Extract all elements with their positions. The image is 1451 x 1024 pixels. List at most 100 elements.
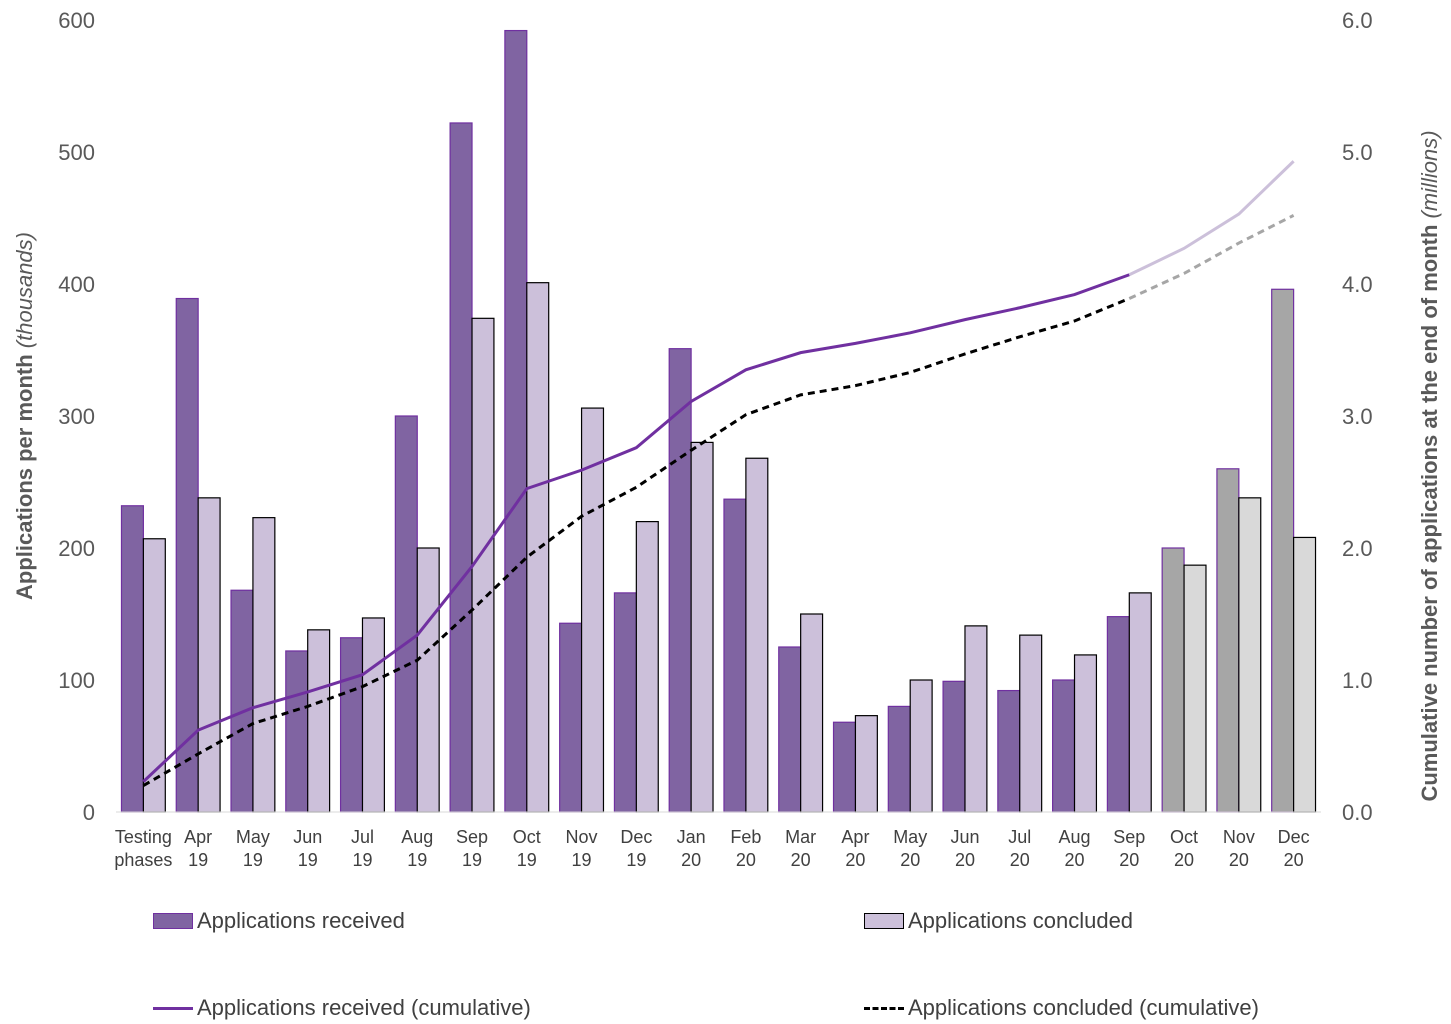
bar-received (230, 589, 254, 813)
bar-concluded (361, 617, 385, 813)
bar-concluded (800, 613, 824, 813)
y2-tick-label: 3.0 (1342, 404, 1373, 429)
legend-item-concluded-cumulative: Applications concluded (cumulative) (864, 995, 1259, 1021)
bar-concluded (1293, 536, 1317, 813)
bar-received (887, 705, 911, 813)
bar-received (942, 680, 966, 813)
bar-concluded (471, 317, 495, 813)
category-label: Apr 20 (841, 827, 869, 870)
bar-received (394, 415, 418, 813)
legend-swatch-received (153, 913, 193, 929)
bar-concluded (854, 715, 878, 813)
bar-received (1052, 679, 1076, 813)
bar-received (723, 498, 747, 813)
bar-concluded (416, 547, 440, 813)
left-axis-ticks: 0 100 200 300 400 500 600 (58, 8, 95, 825)
y2-tick-label: 4.0 (1342, 272, 1373, 297)
bar-received (778, 646, 802, 813)
category-label: Nov 19 (566, 827, 598, 870)
legend-swatch-received-cumulative (153, 1006, 193, 1010)
category-label: May 19 (236, 827, 270, 870)
category-label: Jan 20 (677, 827, 706, 870)
legend-item-received-cumulative: Applications received (cumulative) (153, 995, 531, 1021)
bar-received (339, 637, 364, 813)
bar-received (1271, 288, 1295, 813)
category-label: Sep 19 (456, 827, 488, 870)
legend-item-concluded: Applications concluded (864, 908, 1133, 934)
category-label: Apr 19 (184, 827, 212, 870)
y2-tick-label: 0.0 (1342, 800, 1373, 825)
y-tick-label: 0 (83, 800, 95, 825)
legend-swatch-concluded-cumulative (864, 1006, 904, 1010)
legend-swatch-concluded (864, 913, 904, 929)
bar-concluded (1128, 592, 1152, 813)
category-label: Sep 20 (1113, 827, 1145, 870)
category-label: Jul 19 (351, 827, 374, 870)
y2-tick-label: 1.0 (1342, 668, 1373, 693)
legend-label-received: Applications received (197, 908, 405, 933)
legend-label-received-cumulative: Applications received (cumulative) (197, 995, 531, 1020)
bar-received (559, 622, 583, 813)
bar-received (832, 721, 857, 813)
category-label: Oct 20 (1170, 827, 1198, 870)
y-tick-label: 400 (58, 272, 95, 297)
bars (120, 29, 1317, 813)
bar-received (449, 122, 473, 813)
y-tick-label: 300 (58, 404, 95, 429)
bar-concluded (635, 520, 659, 813)
line-received-cumulative (142, 273, 1130, 783)
bar-concluded (1019, 634, 1043, 813)
y2-tick-label: 6.0 (1342, 8, 1373, 33)
category-label: Feb 20 (730, 827, 761, 870)
bar-received (997, 689, 1021, 813)
bar-concluded (745, 457, 769, 813)
category-label: May 20 (893, 827, 927, 870)
category-label: Jun 19 (293, 827, 322, 870)
bar-received (1161, 547, 1185, 813)
y-tick-label: 600 (58, 8, 95, 33)
category-label: Jul 20 (1008, 827, 1031, 870)
legend-item-received: Applications received (153, 908, 405, 934)
y-tick-label: 500 (58, 140, 95, 165)
y-axis-title: Applications per month (thousands) (12, 232, 37, 600)
category-label: Dec 20 (1278, 827, 1310, 870)
bar-concluded (526, 282, 550, 813)
bar-concluded (1073, 654, 1098, 813)
legend-label-concluded-cumulative: Applications concluded (cumulative) (908, 995, 1259, 1020)
right-axis-ticks: 0.0 1.0 2.0 3.0 4.0 5.0 6.0 (1342, 8, 1373, 825)
line-received-cumulative-projected (1128, 160, 1295, 277)
bar-concluded (964, 625, 988, 813)
category-label: Nov 20 (1223, 827, 1255, 870)
bar-concluded (252, 517, 276, 813)
bar-received (1216, 468, 1240, 813)
category-label: Testing phases (114, 827, 172, 870)
category-label: Mar 20 (785, 827, 816, 870)
category-label: Aug 19 (401, 827, 433, 870)
y-tick-label: 200 (58, 536, 95, 561)
category-label: Aug 20 (1059, 827, 1091, 870)
bar-received (285, 650, 309, 813)
category-label: Jun 20 (950, 827, 979, 870)
line-concluded-cumulative-projected (1128, 214, 1295, 300)
bar-concluded (1183, 564, 1207, 813)
bar-concluded (1238, 497, 1262, 813)
lines (142, 160, 1295, 787)
bar-received (120, 505, 144, 813)
line-concluded-cumulative (142, 297, 1130, 787)
bar-concluded (690, 441, 714, 813)
y2-axis-title: Cumulative number of applications at the… (1417, 130, 1442, 801)
y2-tick-label: 2.0 (1342, 536, 1373, 561)
bar-received (504, 29, 528, 813)
bar-concluded (307, 629, 331, 813)
y-tick-label: 100 (58, 668, 95, 693)
bar-received (613, 592, 637, 813)
category-labels: Testing phases Apr 19 May 19 Jun 19 Jul 19 Aug 19 Se… (114, 827, 1309, 870)
category-label: Dec 19 (620, 827, 652, 870)
bar-concluded (197, 497, 221, 813)
category-label: Oct 19 (513, 827, 541, 870)
bar-received (1106, 616, 1130, 813)
legend-label-concluded: Applications concluded (908, 908, 1134, 933)
bar-concluded (909, 679, 933, 813)
y2-tick-label: 5.0 (1342, 140, 1373, 165)
